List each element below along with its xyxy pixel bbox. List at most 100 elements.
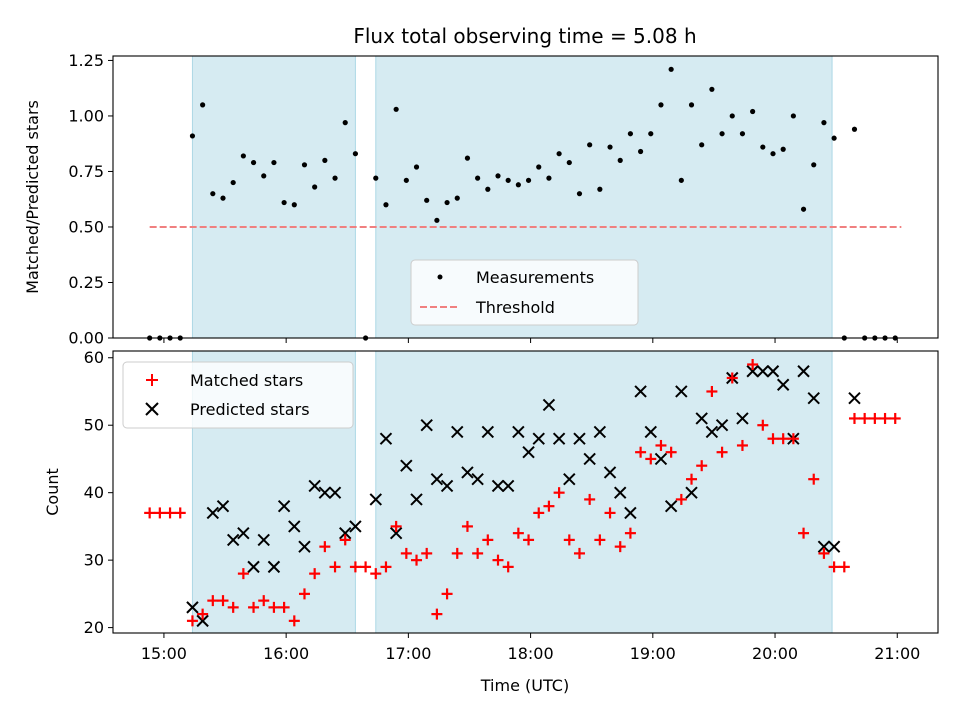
y-tick-label: 1.00 [68,106,104,125]
legend-marker-measurements [437,274,443,280]
predicted-point [277,499,291,513]
matched-point [869,412,881,424]
matched-point [227,601,239,613]
y-tick-label: 20 [84,618,104,637]
matched-point [604,507,616,519]
y-tick-label: 0.00 [68,329,104,348]
matched-point [339,534,351,546]
matched-point [777,433,789,445]
legend-label-threshold: Threshold [475,298,555,317]
measurement-point [210,191,216,197]
predicted-point [257,533,270,547]
predicted-point [776,378,790,391]
matched-point [298,588,310,600]
predicted-point [736,412,749,425]
x-tick-label: 19:00 [630,644,676,663]
measurement-point [699,142,705,148]
predicted-point [512,425,525,439]
predicted-point [552,432,566,445]
count-panel: Count Time (UTC) 20 30 40 50 60 15:00 16:00 17… [43,348,939,695]
predicted-point [766,365,780,378]
predicted-point [593,425,607,439]
matched-point [390,520,402,532]
matched-point [197,608,209,620]
measurement-point [811,162,817,168]
matched-point [808,473,820,485]
predicted-point [563,472,576,486]
matched-point [492,554,504,566]
measurement-point [312,184,318,190]
predicted-point [206,506,220,520]
y-tick-label: 0.25 [68,273,104,292]
measurement-point [566,159,572,166]
predicted-point [471,472,484,486]
legend-marker-predicted [145,402,159,416]
measurement-point [739,131,746,137]
measurement-point [373,175,379,181]
matched-point [736,439,748,451]
y-tick-label: 30 [84,551,104,570]
matched-point [696,460,708,472]
predicted-point [573,432,586,445]
predicted-point [461,466,474,479]
measurement-point [515,182,521,188]
measurement-point [424,197,430,203]
matched-point [798,527,810,539]
matched-point [543,500,555,512]
matched-point [523,534,535,546]
measurement-point [505,177,511,183]
matched-point [655,439,667,451]
matched-point [624,527,636,539]
matched-point [614,541,626,553]
measurement-point [617,157,623,163]
x-axis-label: Time (UTC) [480,676,569,695]
matched-point [553,487,565,499]
matched-point [645,453,657,465]
measurement-point [790,113,796,119]
measurement-point [821,120,827,126]
predicted-point [746,365,759,378]
predicted-point [705,425,719,439]
y-tick-label: 50 [84,416,104,435]
measurement-point [536,164,542,170]
matched-point [319,541,331,553]
matched-point [686,473,698,485]
matched-point [512,527,524,539]
legend: Matched stars Predicted stars [122,361,354,429]
x-ticks: 15:00 16:00 17:00 18:00 19:00 20:00 21:00 [141,633,920,663]
matched-point [859,412,871,424]
matched-point [573,547,585,559]
predicted-point [369,493,382,506]
matched-point [716,446,728,458]
measurement-point [281,199,287,206]
matched-point [186,615,198,627]
matched-point [451,547,463,559]
measurement-point [485,186,491,192]
measurement-point [719,131,725,137]
predicted-point [848,392,861,405]
measurement-point [434,217,440,223]
predicted-point [196,614,209,628]
measurement-point [271,159,277,166]
matched-point [502,561,514,573]
measurement-point [800,206,807,212]
matched-point [154,507,166,519]
matched-point [309,568,321,580]
measurement-point [851,126,858,132]
matched-point [144,507,156,519]
x-tick-label: 21:00 [874,644,920,663]
predicted-point [501,479,515,493]
measurement-point [464,155,471,161]
y-tick-label: 1.25 [68,51,104,70]
matched-point [879,412,891,424]
matched-point [635,446,647,458]
predicted-point [614,486,627,499]
measurement-point [189,133,196,139]
measurement-point [230,179,236,186]
y-tick-label: 40 [84,483,104,502]
measurement-point [261,173,267,179]
matched-point [288,615,300,627]
matched-point [747,358,759,370]
predicted-point [339,526,352,540]
matched-point [380,561,392,573]
